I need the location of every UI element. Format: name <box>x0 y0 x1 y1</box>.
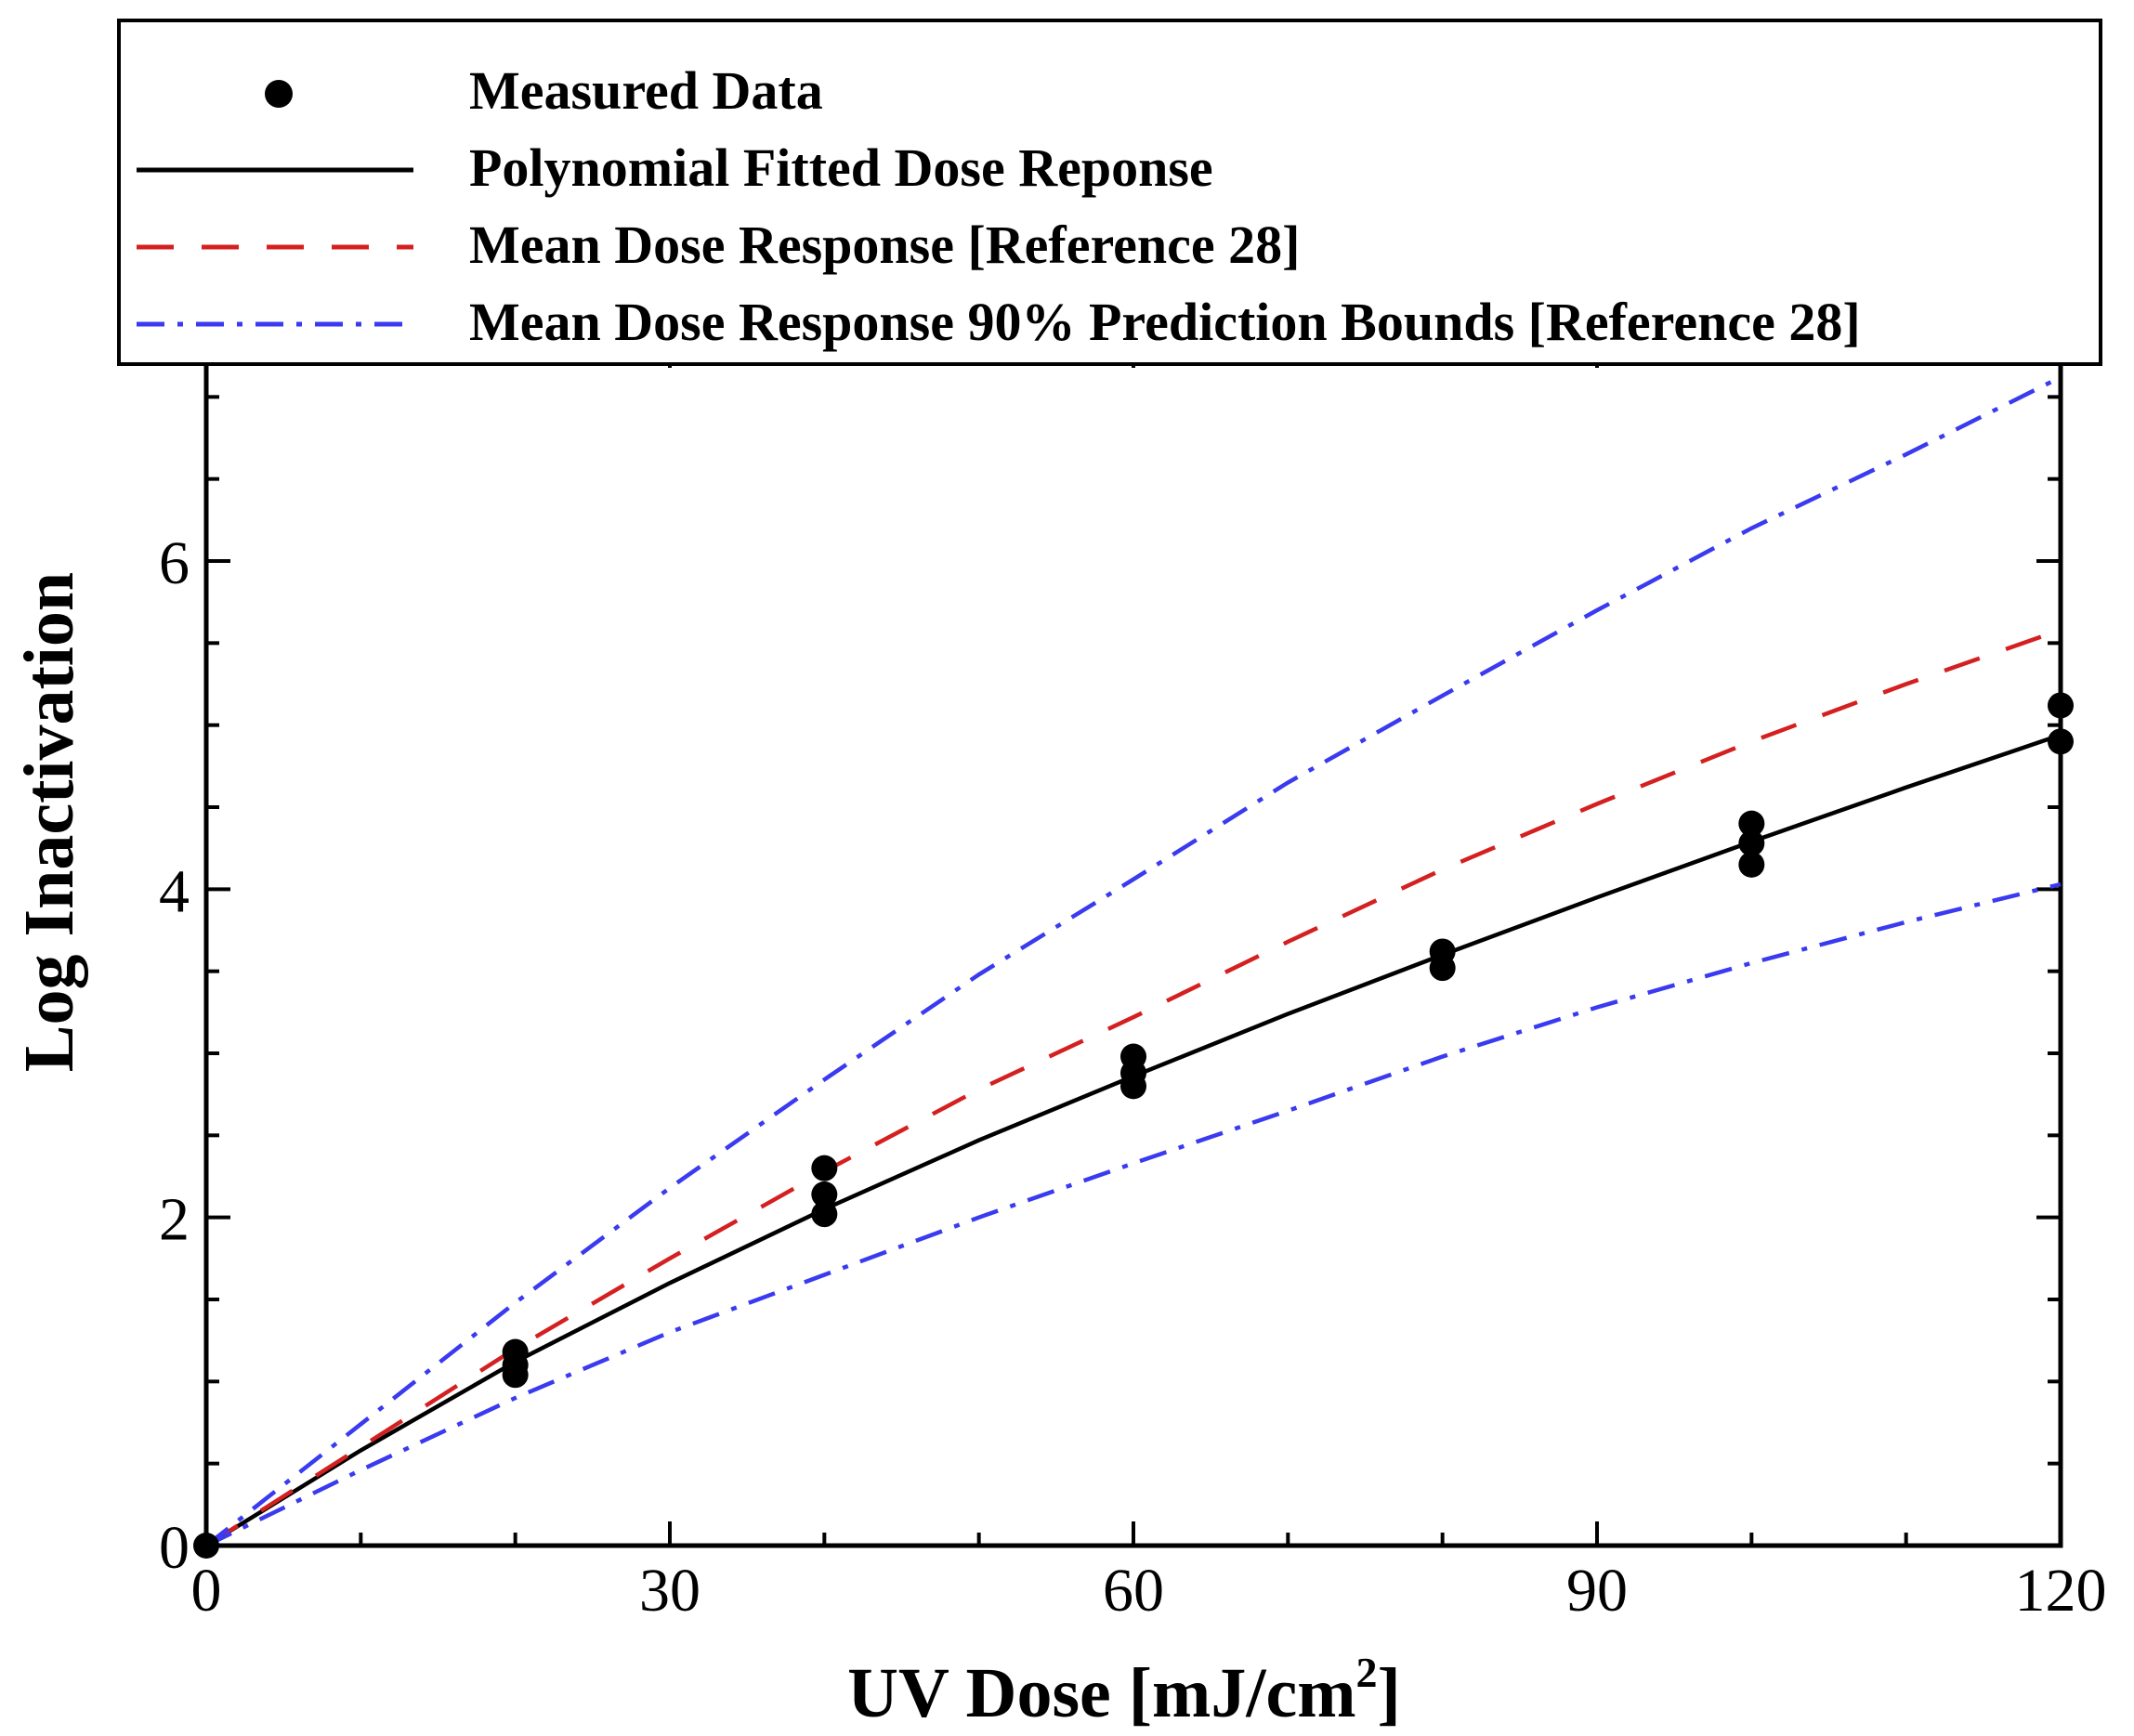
mean-dose-response-line <box>204 628 2062 1547</box>
prediction-bound-line <box>205 881 2062 1548</box>
y-tick-label: 4 <box>159 857 190 925</box>
y-tick-label: 2 <box>159 1186 190 1254</box>
measured-data-point <box>2048 692 2074 719</box>
legend-label-polynomial: Polynomial Fitted Dose Reponse <box>469 137 1213 198</box>
tick-labels: 0 30 60 90 120 0 2 4 6 <box>159 529 2107 1625</box>
x-axis-label: UV Dose [mJ/cm2] <box>847 1649 1401 1732</box>
legend-label-mean: Mean Dose Response [Reference 28] <box>469 215 1300 275</box>
measured-data-point <box>1738 829 1765 856</box>
markers-layer <box>193 692 2074 1559</box>
y-axis-label: Log Inactivation <box>10 572 88 1072</box>
legend-label-bounds: Mean Dose Response 90% Prediction Bounds… <box>469 292 1861 352</box>
measured-data-point <box>193 1533 219 1559</box>
x-tick-label: 120 <box>2015 1557 2107 1625</box>
prediction-bound-line <box>204 375 2062 1547</box>
measured-data-point <box>811 1201 838 1228</box>
legend-symbol-measured <box>265 80 293 108</box>
legend-symbols <box>137 80 413 327</box>
measured-data-point <box>1738 851 1765 878</box>
y-tick-label: 0 <box>159 1514 190 1582</box>
measured-data-point <box>1429 955 1456 982</box>
x-tick-label: 0 <box>191 1557 222 1625</box>
measured-data-point <box>1738 810 1765 837</box>
measured-data-point <box>502 1362 529 1389</box>
x-tick-label: 30 <box>639 1557 700 1625</box>
measured-data-point <box>811 1181 838 1207</box>
measured-data-point <box>1120 1073 1146 1100</box>
measured-data-point <box>2048 728 2074 755</box>
legend-label-measured: Measured Data <box>469 60 823 121</box>
measured-data-point <box>811 1155 838 1181</box>
x-tick-label: 90 <box>1566 1557 1628 1625</box>
y-tick-label: 6 <box>159 529 190 597</box>
legend-box <box>117 19 2102 366</box>
x-tick-label: 60 <box>1103 1557 1164 1625</box>
legend: Measured Data Polynomial Fitted Dose Rep… <box>117 19 2102 366</box>
